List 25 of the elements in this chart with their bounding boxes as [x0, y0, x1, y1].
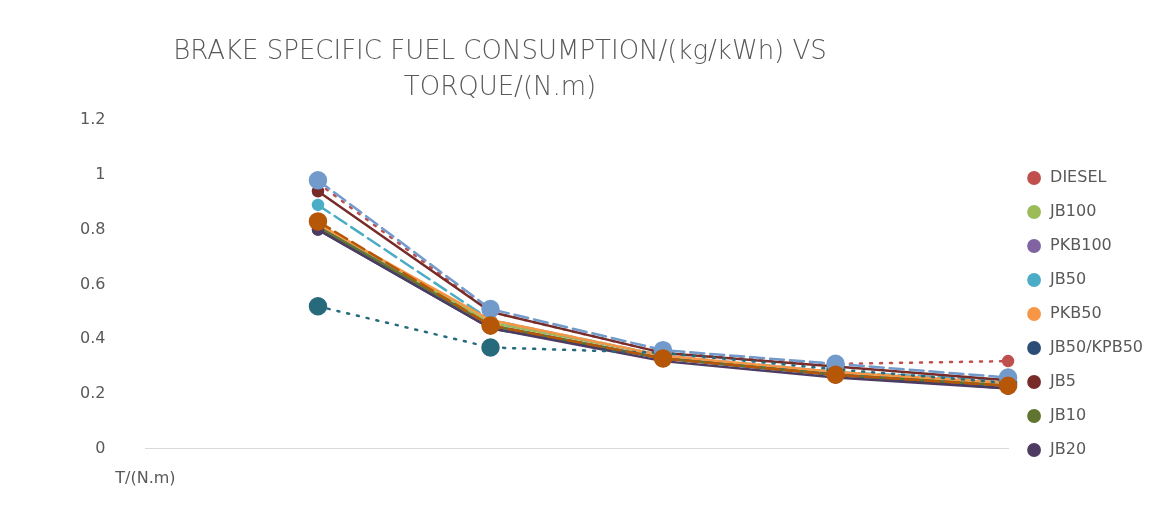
- y-tick-label: 1.2: [79, 109, 106, 129]
- point: [311, 198, 325, 212]
- y-tick-label: 0: [95, 437, 106, 457]
- point: [1001, 354, 1015, 368]
- y-tick-label: 0.6: [79, 273, 106, 293]
- chart-title: BRAKE SPECIFIC FUEL CONSUMPTION/(kg/kWh) VS TORQUE/(N.m): [172, 34, 828, 103]
- legend-label: PKB100: [1050, 235, 1112, 255]
- point: [481, 338, 500, 357]
- y-tick-label: 0.4: [79, 328, 106, 348]
- point: [308, 171, 328, 190]
- legend-label: PKB50: [1050, 303, 1102, 323]
- legend-label: JB20: [1049, 439, 1087, 459]
- point: [308, 212, 328, 231]
- y-tick-label: 0.8: [79, 218, 106, 238]
- legend-label: JB50/KPB50: [1049, 337, 1143, 357]
- legend-label: JB5: [1049, 371, 1076, 391]
- point: [308, 297, 328, 316]
- legend-label: JB100: [1049, 201, 1097, 221]
- legend-label: DIESEL: [1050, 167, 1107, 187]
- point: [481, 299, 500, 319]
- y-tick-label: 0.2: [79, 383, 106, 403]
- y-tick-label: 1: [95, 163, 106, 183]
- legend-label: JB10: [1049, 405, 1087, 425]
- x-tick-label: T/(N.m): [114, 467, 176, 487]
- legend-label: JB50: [1049, 269, 1087, 289]
